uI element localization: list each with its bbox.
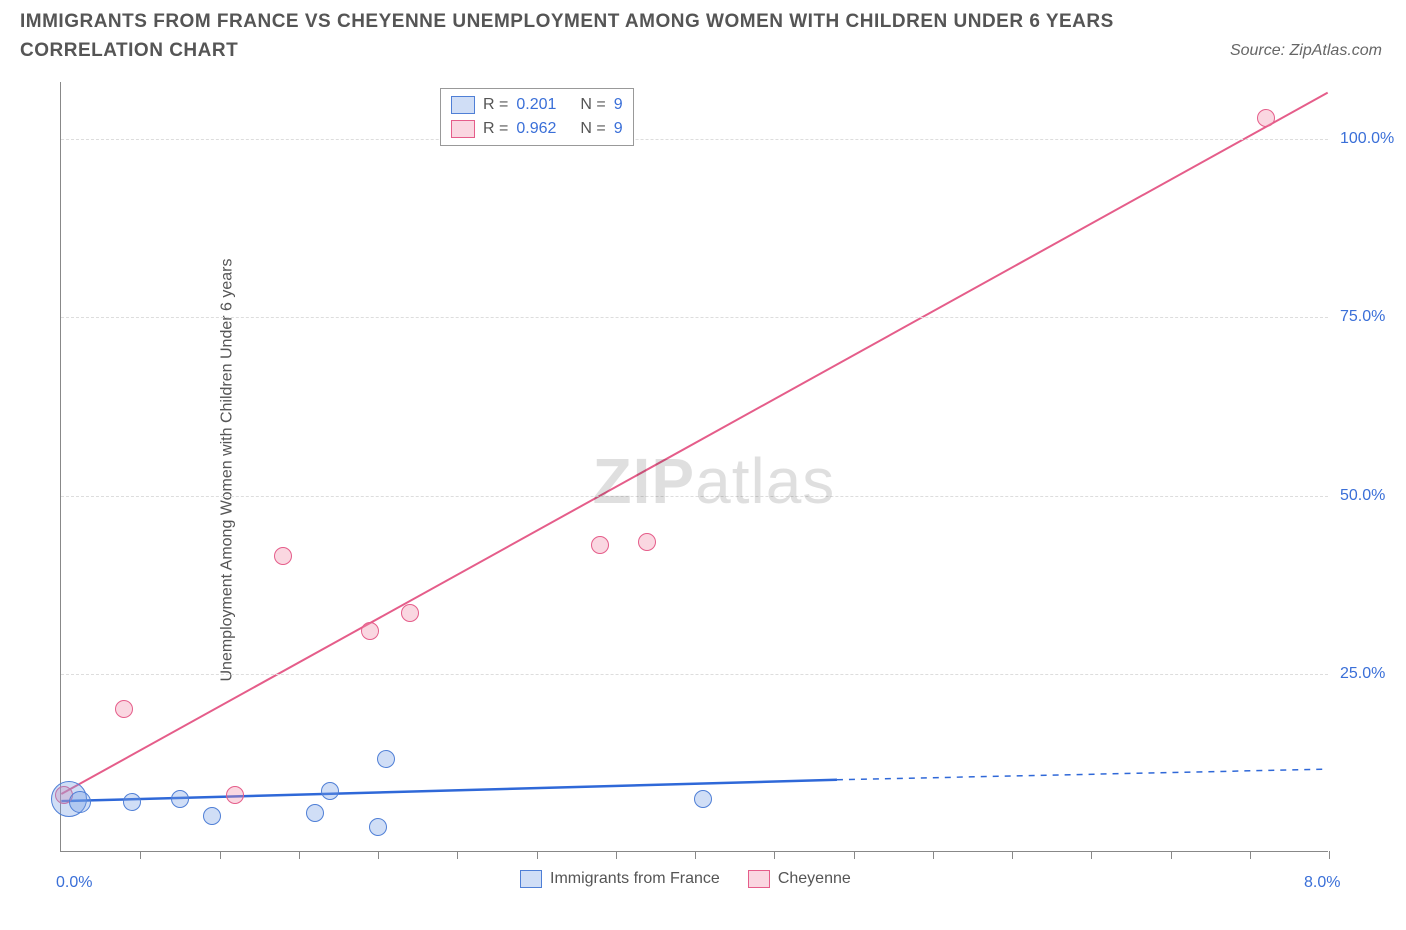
data-point-france <box>171 790 189 808</box>
legend-label: Cheyenne <box>778 870 851 888</box>
x-axis-max-label: 8.0% <box>1304 874 1340 892</box>
data-point-france <box>203 807 221 825</box>
chart-title: IMMIGRANTS FROM FRANCE VS CHEYENNE UNEMP… <box>20 8 1186 65</box>
x-tick <box>537 851 538 859</box>
y-tick-label: 25.0% <box>1340 665 1385 683</box>
x-tick <box>1171 851 1172 859</box>
y-tick-label: 75.0% <box>1340 308 1385 326</box>
grid-line <box>61 139 1328 140</box>
data-point-cheyenne <box>226 786 244 804</box>
correlation-legend: R = 0.201 N = 9 R = 0.962 N = 9 <box>440 88 634 146</box>
x-tick <box>774 851 775 859</box>
legend-r-label: R = <box>483 96 508 114</box>
legend-n-label: N = <box>580 120 605 138</box>
y-tick-label: 100.0% <box>1340 130 1394 148</box>
legend-swatch <box>451 96 475 114</box>
data-point-cheyenne <box>591 536 609 554</box>
legend-n-value: 9 <box>614 120 623 138</box>
data-point-cheyenne <box>274 547 292 565</box>
x-tick <box>378 851 379 859</box>
x-tick <box>695 851 696 859</box>
data-point-cheyenne <box>401 604 419 622</box>
data-point-france <box>694 790 712 808</box>
legend-item: Cheyenne <box>748 870 851 888</box>
legend-item: Immigrants from France <box>520 870 720 888</box>
data-point-france <box>69 791 91 813</box>
x-tick <box>1012 851 1013 859</box>
series-legend: Immigrants from France Cheyenne <box>520 870 851 888</box>
x-tick <box>457 851 458 859</box>
y-tick-label: 50.0% <box>1340 487 1385 505</box>
source-attribution: Source: ZipAtlas.com <box>1230 42 1382 60</box>
trend-lines-layer <box>61 82 1328 851</box>
legend-swatch <box>451 120 475 138</box>
legend-n-label: N = <box>580 96 605 114</box>
data-point-cheyenne <box>115 700 133 718</box>
x-tick <box>933 851 934 859</box>
legend-r-value: 0.962 <box>516 120 564 138</box>
grid-line <box>61 674 1328 675</box>
grid-line <box>61 317 1328 318</box>
chart-root: { "title": "IMMIGRANTS FROM FRANCE VS CH… <box>0 0 1406 930</box>
legend-swatch <box>748 870 770 888</box>
x-tick <box>1329 851 1330 859</box>
trend-line <box>837 769 1328 780</box>
trend-line <box>61 93 1327 794</box>
legend-swatch <box>520 870 542 888</box>
legend-n-value: 9 <box>614 96 623 114</box>
x-tick <box>616 851 617 859</box>
x-tick <box>1250 851 1251 859</box>
x-tick <box>299 851 300 859</box>
data-point-cheyenne <box>638 533 656 551</box>
legend-label: Immigrants from France <box>550 870 720 888</box>
x-tick <box>854 851 855 859</box>
data-point-france <box>123 793 141 811</box>
data-point-france <box>369 818 387 836</box>
data-point-cheyenne <box>1257 109 1275 127</box>
x-tick <box>220 851 221 859</box>
legend-r-value: 0.201 <box>516 96 564 114</box>
legend-r-label: R = <box>483 120 508 138</box>
grid-line <box>61 496 1328 497</box>
legend-row: R = 0.962 N = 9 <box>451 117 623 141</box>
x-axis-min-label: 0.0% <box>56 874 92 892</box>
legend-row: R = 0.201 N = 9 <box>451 93 623 117</box>
data-point-france <box>321 782 339 800</box>
x-tick <box>1091 851 1092 859</box>
plot-area <box>60 82 1328 852</box>
data-point-cheyenne <box>361 622 379 640</box>
x-tick <box>140 851 141 859</box>
data-point-france <box>377 750 395 768</box>
data-point-france <box>306 804 324 822</box>
